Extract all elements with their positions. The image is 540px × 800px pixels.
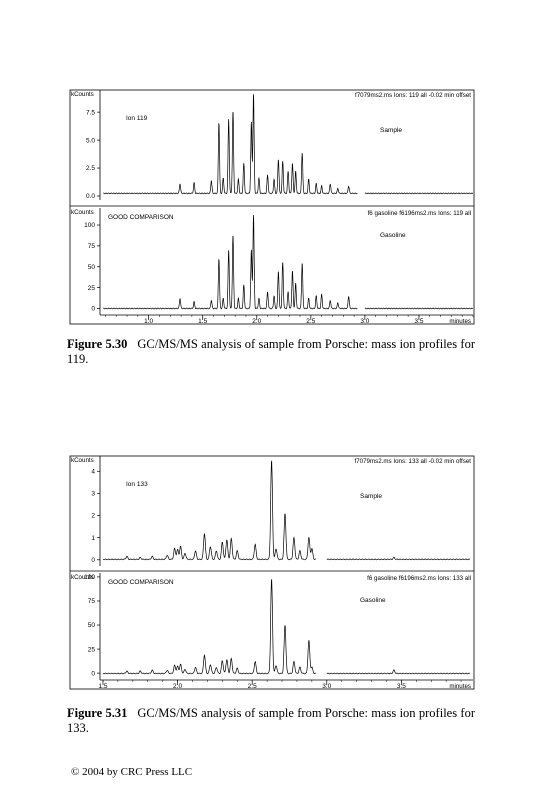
chromatogram-trace-segment-0 bbox=[103, 94, 358, 195]
panel-header: f7079ms2.ms Ions: 133 all -0.02 min offs… bbox=[355, 458, 472, 465]
trace-label: Sample bbox=[360, 493, 382, 500]
x-unit-label: minutes bbox=[449, 318, 471, 325]
x-tick-label: 1.0 bbox=[144, 318, 153, 325]
y-tick-label: 0 bbox=[91, 306, 95, 313]
figure-5-30-chart: kCounts 0.0 2.5 5.0 7.5 f7079ms2.ms Ions: 119… bbox=[69, 89, 475, 325]
y-tick-label: 50 bbox=[88, 264, 96, 271]
panel-header: f6 gasoline f6196ms2.ms Ions: 119 all bbox=[368, 210, 471, 217]
chromatogram-trace-segment-1 bbox=[364, 307, 474, 310]
x-tick-label: 2.5 bbox=[248, 683, 257, 690]
y-unit-label: kCounts bbox=[71, 457, 94, 464]
ion-label: GOOD COMPARISON bbox=[108, 214, 174, 221]
x-axis: 1.5 2.0 2.5 3.0 3.5 minutes bbox=[98, 679, 473, 690]
x-unit-label: minutes bbox=[449, 683, 471, 690]
gasoline-panel: kCounts 0 25 50 75 100 f6 gasoline f6196ms2.ms… bbox=[70, 205, 474, 315]
figure-5-31-chart: kCounts 0 1 2 3 4 f7079ms2.ms Ions: 133 all -0… bbox=[69, 455, 475, 690]
chromatogram-trace-segment-1 bbox=[364, 192, 474, 195]
chromatogram-trace-segment-0 bbox=[103, 214, 358, 310]
trace-label: Sample bbox=[380, 127, 402, 134]
copyright-notice: © 2004 by CRC Press LLC bbox=[71, 766, 193, 778]
figure-5-30-label: Figure 5.30 bbox=[67, 337, 128, 351]
x-axis: 1.0 1.5 2.0 2.5 3.0 3.5 minutes bbox=[100, 314, 474, 325]
gasoline-panel: kCounts 0 25 50 75 100 f6 gasoline f6196ms2.ms… bbox=[70, 570, 474, 680]
chromatogram-trace-segment-0 bbox=[102, 579, 317, 675]
x-tick-label: 1.5 bbox=[98, 683, 107, 690]
y-tick-label: 50 bbox=[88, 622, 96, 629]
chromatogram-trace-segment-1 bbox=[326, 556, 471, 561]
y-tick-label: 0.0 bbox=[86, 193, 95, 200]
y-tick-label: 0 bbox=[91, 557, 95, 564]
y-tick-label: 25 bbox=[88, 646, 96, 653]
y-unit-label: kCounts bbox=[71, 209, 94, 216]
chart-frame bbox=[69, 89, 475, 325]
chart-frame bbox=[69, 455, 475, 690]
x-tick-label: 2.0 bbox=[173, 683, 182, 690]
ion-label: Ion 119 bbox=[126, 115, 148, 122]
y-tick-label: 100 bbox=[84, 574, 95, 581]
y-tick-label: 7.5 bbox=[86, 109, 95, 116]
chromatogram-trace-segment-1 bbox=[326, 669, 471, 675]
x-tick-label: 3.5 bbox=[397, 683, 406, 690]
y-tick-label: 3 bbox=[91, 491, 95, 498]
x-tick-label: 3.5 bbox=[414, 318, 423, 325]
y-tick-label: 75 bbox=[88, 598, 96, 605]
x-tick-label: 3.0 bbox=[322, 683, 331, 690]
trace-label: Gasoline bbox=[380, 232, 406, 239]
y-tick-label: 0 bbox=[91, 670, 95, 677]
sample-panel: kCounts 0 1 2 3 4 f7079ms2.ms Ions: 133 all -0… bbox=[71, 456, 471, 566]
figure-5-31-label: Figure 5.31 bbox=[67, 706, 128, 720]
trace-label: Gasoline bbox=[360, 597, 386, 604]
y-unit-label: kCounts bbox=[71, 91, 94, 98]
panel-header: f6 gasoline f6196ms2.ms Ions: 133 all bbox=[367, 575, 471, 582]
y-tick-label: 1 bbox=[91, 535, 95, 542]
y-unit-label: kCounts bbox=[71, 574, 94, 581]
ion-label: GOOD COMPARISON bbox=[108, 579, 174, 586]
y-tick-label: 75 bbox=[88, 243, 96, 250]
figure-5-30-text: GC/MS/MS analysis of sample from Porsche… bbox=[67, 337, 475, 366]
figure-5-31-text: GC/MS/MS analysis of sample from Porsche… bbox=[67, 706, 475, 735]
figure-5-31-caption: Figure 5.31 GC/MS/MS analysis of sample f… bbox=[67, 706, 475, 736]
y-tick-label: 100 bbox=[84, 222, 95, 229]
x-tick-label: 3.0 bbox=[360, 318, 369, 325]
sample-panel: kCounts 0.0 2.5 5.0 7.5 f7079ms2.ms Ions: 119… bbox=[71, 90, 474, 200]
y-tick-label: 5.0 bbox=[86, 137, 95, 144]
chromatogram-trace-segment-0 bbox=[102, 460, 317, 561]
x-tick-label: 2.5 bbox=[306, 318, 315, 325]
y-tick-label: 25 bbox=[88, 285, 96, 292]
x-tick-label: 1.5 bbox=[198, 318, 207, 325]
figure-5-30-caption: Figure 5.30 GC/MS/MS analysis of sample f… bbox=[67, 337, 475, 367]
y-tick-label: 2.5 bbox=[86, 165, 95, 172]
y-tick-label: 2 bbox=[91, 513, 95, 520]
y-tick-label: 4 bbox=[91, 468, 95, 475]
ion-label: Ion 133 bbox=[126, 481, 148, 488]
panel-header: f7079ms2.ms Ions: 119 all -0.02 min offs… bbox=[355, 92, 471, 99]
x-tick-label: 2.0 bbox=[252, 318, 261, 325]
